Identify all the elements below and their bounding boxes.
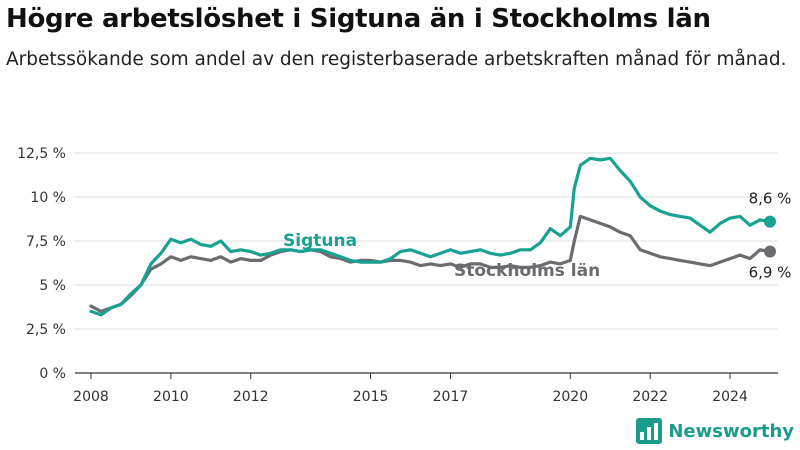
end-value-label-stockholms-lan: 6,9 %	[749, 264, 792, 282]
series-label-sigtuna: Sigtuna	[283, 231, 357, 251]
bar-chart-logo-icon	[636, 418, 663, 444]
chart-subtitle: Arbetssökande som andel av den registerb…	[6, 49, 787, 70]
end-value-label-sigtuna: 8,6 %	[749, 190, 792, 208]
grid-lines	[75, 152, 778, 374]
brand-name: Newsworthy	[668, 420, 794, 442]
y-axis-ticks: 0 % 2,5 % 5 % 7,5 % 10 % 12,5 %	[17, 146, 66, 382]
y-tick-label: 12,5 %	[17, 146, 66, 162]
x-tick-label: 2008	[73, 389, 109, 405]
end-point-sigtuna	[764, 215, 777, 228]
series-label-stockholms-lan: Stockholms län	[454, 261, 600, 281]
y-tick-label: 2,5 %	[26, 322, 66, 338]
x-tick-label: 2010	[153, 389, 189, 405]
x-tick-label: 2024	[712, 389, 748, 405]
end-point-stockholms-lan	[764, 245, 777, 258]
x-axis-ticks: 2008 2010 2012 2015 2017 2020 2022 2024	[73, 373, 748, 405]
x-tick-label: 2017	[433, 389, 469, 405]
x-tick-label: 2020	[552, 389, 588, 405]
y-tick-label: 10 %	[30, 190, 66, 206]
y-tick-label: 5 %	[39, 278, 66, 294]
series-line-sigtuna	[89, 156, 772, 317]
y-tick-label: 7,5 %	[26, 234, 66, 250]
series-line-stockholms-lan	[89, 214, 772, 313]
x-tick-label: 2022	[632, 389, 668, 405]
brand-logo: Newsworthy	[636, 418, 794, 444]
x-tick-label: 2015	[353, 389, 389, 405]
y-tick-label: 0 %	[39, 366, 66, 382]
series-labels: Sigtuna Stockholms län 8,6 % 6,9 %	[283, 190, 791, 282]
series-lines	[89, 156, 777, 317]
chart-title: Högre arbetslöshet i Sigtuna än i Stockh…	[6, 4, 711, 34]
x-tick-label: 2012	[233, 389, 269, 405]
